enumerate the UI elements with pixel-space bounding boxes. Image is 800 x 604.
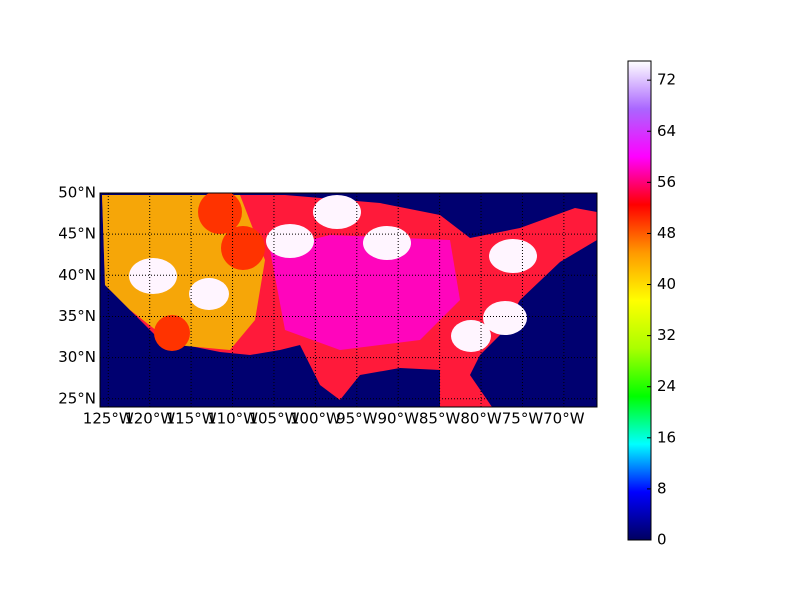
x-tick-label: 105°W (248, 410, 299, 428)
radar-site (221, 226, 265, 270)
radar-layer (102, 193, 597, 407)
y-tick-label: 50°N (58, 184, 96, 202)
radar-site (363, 226, 411, 260)
x-tick-label: 85°W (419, 410, 461, 428)
colorbar-tick-label: 16 (657, 428, 676, 446)
radar-site (129, 258, 177, 294)
x-tick-label: 125°W (83, 410, 134, 428)
radar-site (198, 193, 242, 234)
colorbar-tick-label: 0 (657, 531, 667, 549)
radar-site (154, 315, 190, 351)
radar-site (189, 278, 229, 310)
colorbar-tick-label: 64 (657, 122, 676, 140)
x-tick-label: 90°W (377, 410, 419, 428)
colorbar-tick-label: 72 (657, 71, 676, 89)
y-tick-label: 40°N (58, 266, 96, 284)
x-tick-label: 70°W (543, 410, 585, 428)
x-tick-label: 100°W (290, 410, 341, 428)
y-tick-label: 30°N (58, 348, 96, 366)
x-tick-label: 75°W (502, 410, 544, 428)
x-tick-label: 115°W (166, 410, 217, 428)
colorbar (627, 60, 652, 541)
colorbar-tick-label: 48 (657, 224, 676, 242)
colorbar-tick-label: 8 (657, 479, 667, 497)
radar-site (483, 301, 527, 335)
colorbar-tick-label: 24 (657, 377, 676, 395)
colorbar-tick-label: 32 (657, 326, 676, 344)
x-tick-label: 80°W (460, 410, 502, 428)
radar-site (451, 320, 491, 352)
map-frame (99, 192, 598, 408)
y-tick-label: 25°N (58, 389, 96, 407)
radar-site (313, 195, 361, 229)
radar-site (266, 224, 314, 258)
x-tick-label: 95°W (336, 410, 378, 428)
colorbar-tick-label: 40 (657, 275, 676, 293)
y-tick-label: 35°N (58, 307, 96, 325)
y-tick-label: 45°N (58, 225, 96, 243)
radar-coverage-central (270, 235, 460, 350)
x-tick-label: 110°W (207, 410, 258, 428)
x-tick-label: 120°W (124, 410, 175, 428)
colorbar-tick-label: 56 (657, 173, 676, 191)
radar-site (489, 239, 537, 273)
